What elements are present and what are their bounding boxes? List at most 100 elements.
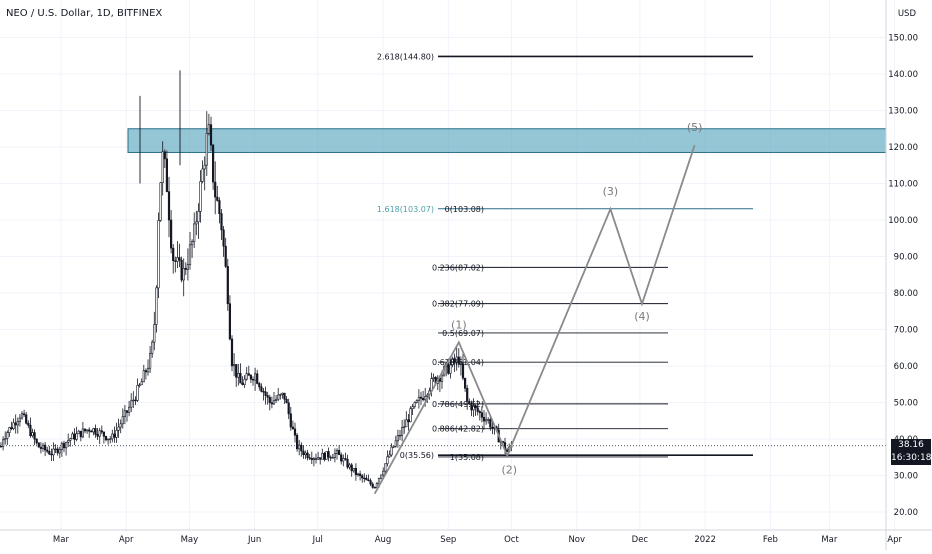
candle-down	[100, 430, 103, 433]
candle-down	[90, 430, 93, 433]
candle-down	[489, 419, 492, 428]
candle-up	[186, 264, 190, 270]
y-tick-label: 50.00	[894, 399, 918, 409]
candle-down	[461, 363, 465, 379]
candle-up	[405, 419, 408, 428]
candle-down	[344, 458, 347, 460]
x-tick-label: Oct	[504, 535, 519, 545]
fib-label: 0.886(42.82)	[432, 425, 484, 434]
candle-up	[142, 370, 145, 383]
candle-down	[419, 396, 423, 399]
candle-down	[235, 364, 238, 378]
candle-down	[463, 377, 467, 389]
wave-label: (3)	[603, 185, 619, 198]
candle-down	[447, 363, 450, 374]
candle-up	[8, 427, 11, 433]
fib-layer: 2.618(144.80) 1.618(103.07) 0(103.08) 0.236…	[377, 52, 753, 462]
fib-label: 0.236(87.02)	[432, 263, 484, 272]
candle-down	[39, 446, 42, 449]
candle-up	[245, 373, 248, 380]
candle-down	[83, 428, 87, 432]
candle-up	[440, 374, 444, 382]
candle-up	[18, 417, 22, 422]
candle-up	[176, 257, 179, 262]
candle-up	[149, 353, 152, 369]
x-tick-label: Feb	[763, 535, 778, 545]
candle-up	[159, 182, 162, 221]
candle-down	[340, 454, 343, 462]
candle-up	[348, 464, 351, 468]
x-tick-label: Jun	[247, 535, 261, 545]
candle-down	[350, 464, 353, 472]
candle-down	[270, 402, 274, 405]
candle-up	[392, 445, 395, 448]
candle-down	[319, 457, 322, 460]
candle-down	[33, 432, 36, 440]
candle-down	[25, 414, 28, 424]
fib-label: 1(35.08)	[450, 453, 484, 462]
currency-label: USD	[898, 9, 917, 19]
fib-label: 0.382(77.09)	[432, 300, 484, 309]
candle-up	[155, 287, 158, 325]
candle-up	[16, 421, 19, 426]
candle-down	[230, 338, 234, 367]
candle-down	[293, 428, 297, 436]
candle-up	[161, 151, 164, 184]
candle-up	[331, 457, 334, 459]
candle-up	[484, 419, 488, 422]
elliott-wave-path	[373, 144, 696, 495]
candle-up	[394, 440, 397, 447]
candle-up	[151, 341, 154, 354]
candle-up	[388, 454, 391, 458]
y-tick-label: 110.00	[888, 180, 918, 190]
candle-down	[262, 391, 265, 393]
candle-up	[6, 432, 9, 439]
candle-down	[50, 453, 53, 456]
resistance-zone	[127, 128, 887, 153]
candle-down	[48, 451, 51, 455]
candle-down	[172, 247, 175, 262]
candle-down	[209, 124, 213, 146]
candle-up	[233, 364, 236, 367]
candle-up	[188, 244, 192, 265]
candle-up	[203, 164, 206, 170]
candle-down	[365, 477, 368, 481]
candle-up	[71, 433, 74, 440]
x-tick-label: Mar	[821, 535, 838, 545]
candle-down	[249, 375, 253, 380]
candle-up	[60, 443, 63, 450]
candle-down	[264, 391, 267, 396]
candle-down	[482, 417, 486, 422]
candle-down	[216, 196, 219, 201]
candle-up	[182, 268, 185, 281]
candle-up	[274, 398, 278, 401]
y-tick-label: 150.00	[888, 34, 918, 44]
candle-up	[277, 394, 280, 400]
resistance-zone-layer	[0, 128, 887, 447]
candle-up	[75, 433, 78, 440]
candle-up	[304, 452, 307, 456]
candle-down	[480, 412, 484, 418]
y-tick-label: 140.00	[888, 70, 918, 80]
candle-down	[363, 477, 366, 480]
candle-up	[281, 392, 284, 395]
x-tick-label: Apr	[119, 535, 134, 545]
candle-up	[1, 439, 5, 447]
candle-down	[228, 303, 232, 340]
candle-up	[132, 399, 135, 402]
candle-down	[289, 413, 292, 428]
x-tick-label: 2022	[694, 535, 716, 545]
candle-up	[487, 419, 490, 421]
candle-up	[199, 181, 202, 212]
candle-up	[237, 373, 240, 378]
candle-down	[283, 392, 286, 400]
candle-down	[88, 429, 91, 432]
x-tick-label: Mar	[53, 535, 70, 545]
candle-down	[218, 200, 221, 214]
candle-down	[22, 413, 26, 416]
x-tick-label: Nov	[568, 535, 585, 545]
candle-up	[136, 385, 139, 401]
y-tick-label: 20.00	[894, 508, 918, 518]
